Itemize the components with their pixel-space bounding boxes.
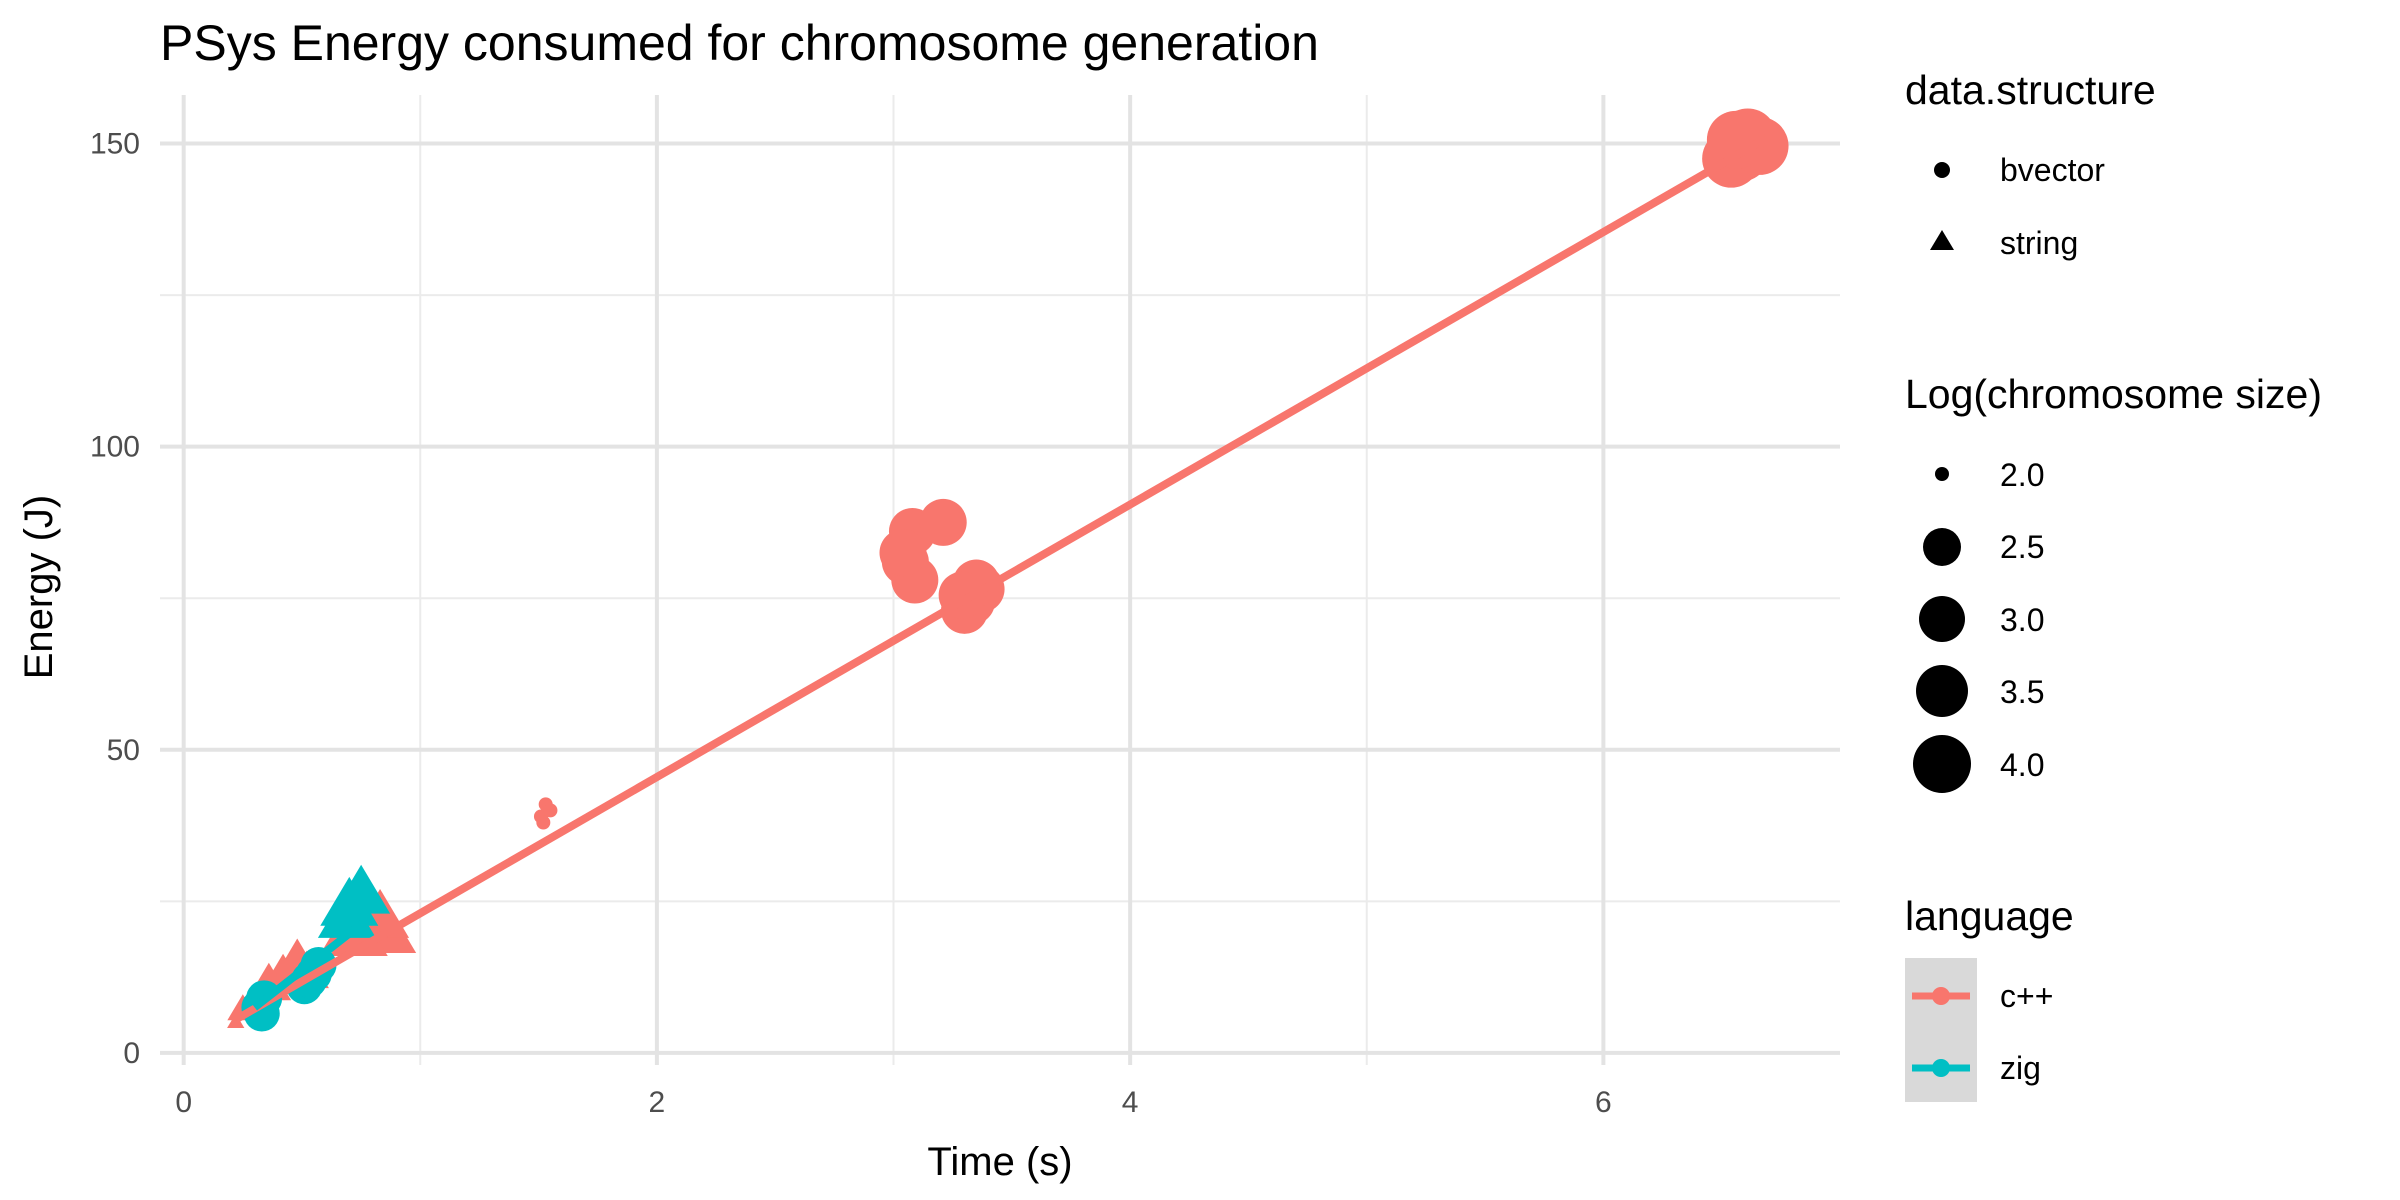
legend-label-string: string: [2000, 225, 2078, 261]
x-tick-labels: 0 2 4 6: [175, 1086, 1611, 1119]
y-axis-title: Energy (J): [17, 495, 61, 680]
data-point-cpp-bvector: [536, 815, 551, 830]
data-point-cpp-string: [227, 1013, 245, 1029]
legend-label-size-4-0: 4.0: [2000, 747, 2044, 783]
legend-label-bvector: bvector: [2000, 152, 2105, 188]
legend-key-string: [1930, 230, 1954, 250]
data-point-cpp-bvector: [543, 803, 558, 818]
legend-label-size-2-0: 2.0: [2000, 457, 2044, 493]
legend-label-cpp: c++: [2000, 978, 2053, 1014]
legend-key-size-2-5: [1923, 528, 1961, 566]
legend-key-bvector: [1934, 162, 1950, 178]
legend-key-zig-point: [1932, 1059, 1950, 1077]
legend-label-zig: zig: [2000, 1050, 2041, 1086]
x-tick-label: 4: [1122, 1086, 1139, 1119]
y-tick-labels: 0 50 100 150: [90, 128, 140, 1070]
fit-line-zig: [252, 919, 366, 1011]
fit-line-cpp: [233, 140, 1760, 1023]
chart-title: PSys Energy consumed for chromosome gene…: [160, 15, 1319, 71]
legend-label-size-3-0: 3.0: [2000, 602, 2044, 638]
legend-language: language c++ zig: [1905, 893, 2074, 1102]
grid-lines: [160, 95, 1840, 1065]
x-tick-label: 2: [649, 1086, 666, 1119]
data-point-cpp-bvector: [879, 529, 927, 577]
legend-title-language: language: [1905, 893, 2074, 939]
y-tick-label: 50: [107, 734, 140, 767]
x-tick-label: 0: [175, 1086, 192, 1119]
legend-title-data-structure: data.structure: [1905, 67, 2156, 113]
legend-key-cpp-point: [1932, 987, 1950, 1005]
y-tick-label: 100: [90, 431, 140, 464]
legend-key-size-3-5: [1916, 665, 1968, 717]
y-tick-label: 0: [123, 1037, 140, 1070]
legend-title-chromosome-size: Log(chromosome size): [1905, 371, 2322, 417]
legend-key-size-4-0: [1913, 735, 1971, 793]
legend-data-structure: data.structure bvector string: [1905, 67, 2156, 261]
legend-chromosome-size: Log(chromosome size) 2.0 2.5 3.0 3.5 4.0: [1905, 371, 2322, 793]
legend-key-size-3-0: [1919, 596, 1965, 642]
x-axis-title: Time (s): [927, 1140, 1072, 1184]
x-tick-label: 6: [1595, 1086, 1612, 1119]
legend-key-size-2-0: [1935, 467, 1949, 481]
y-tick-label: 150: [90, 128, 140, 161]
legend-label-size-2-5: 2.5: [2000, 529, 2044, 565]
fit-lines: [233, 140, 1760, 1023]
data-point-cpp-bvector: [1706, 110, 1765, 169]
data-point-cpp-bvector: [919, 498, 967, 546]
legend-key-background: [1905, 958, 1977, 1102]
legend-label-size-3-5: 3.5: [2000, 674, 2044, 710]
